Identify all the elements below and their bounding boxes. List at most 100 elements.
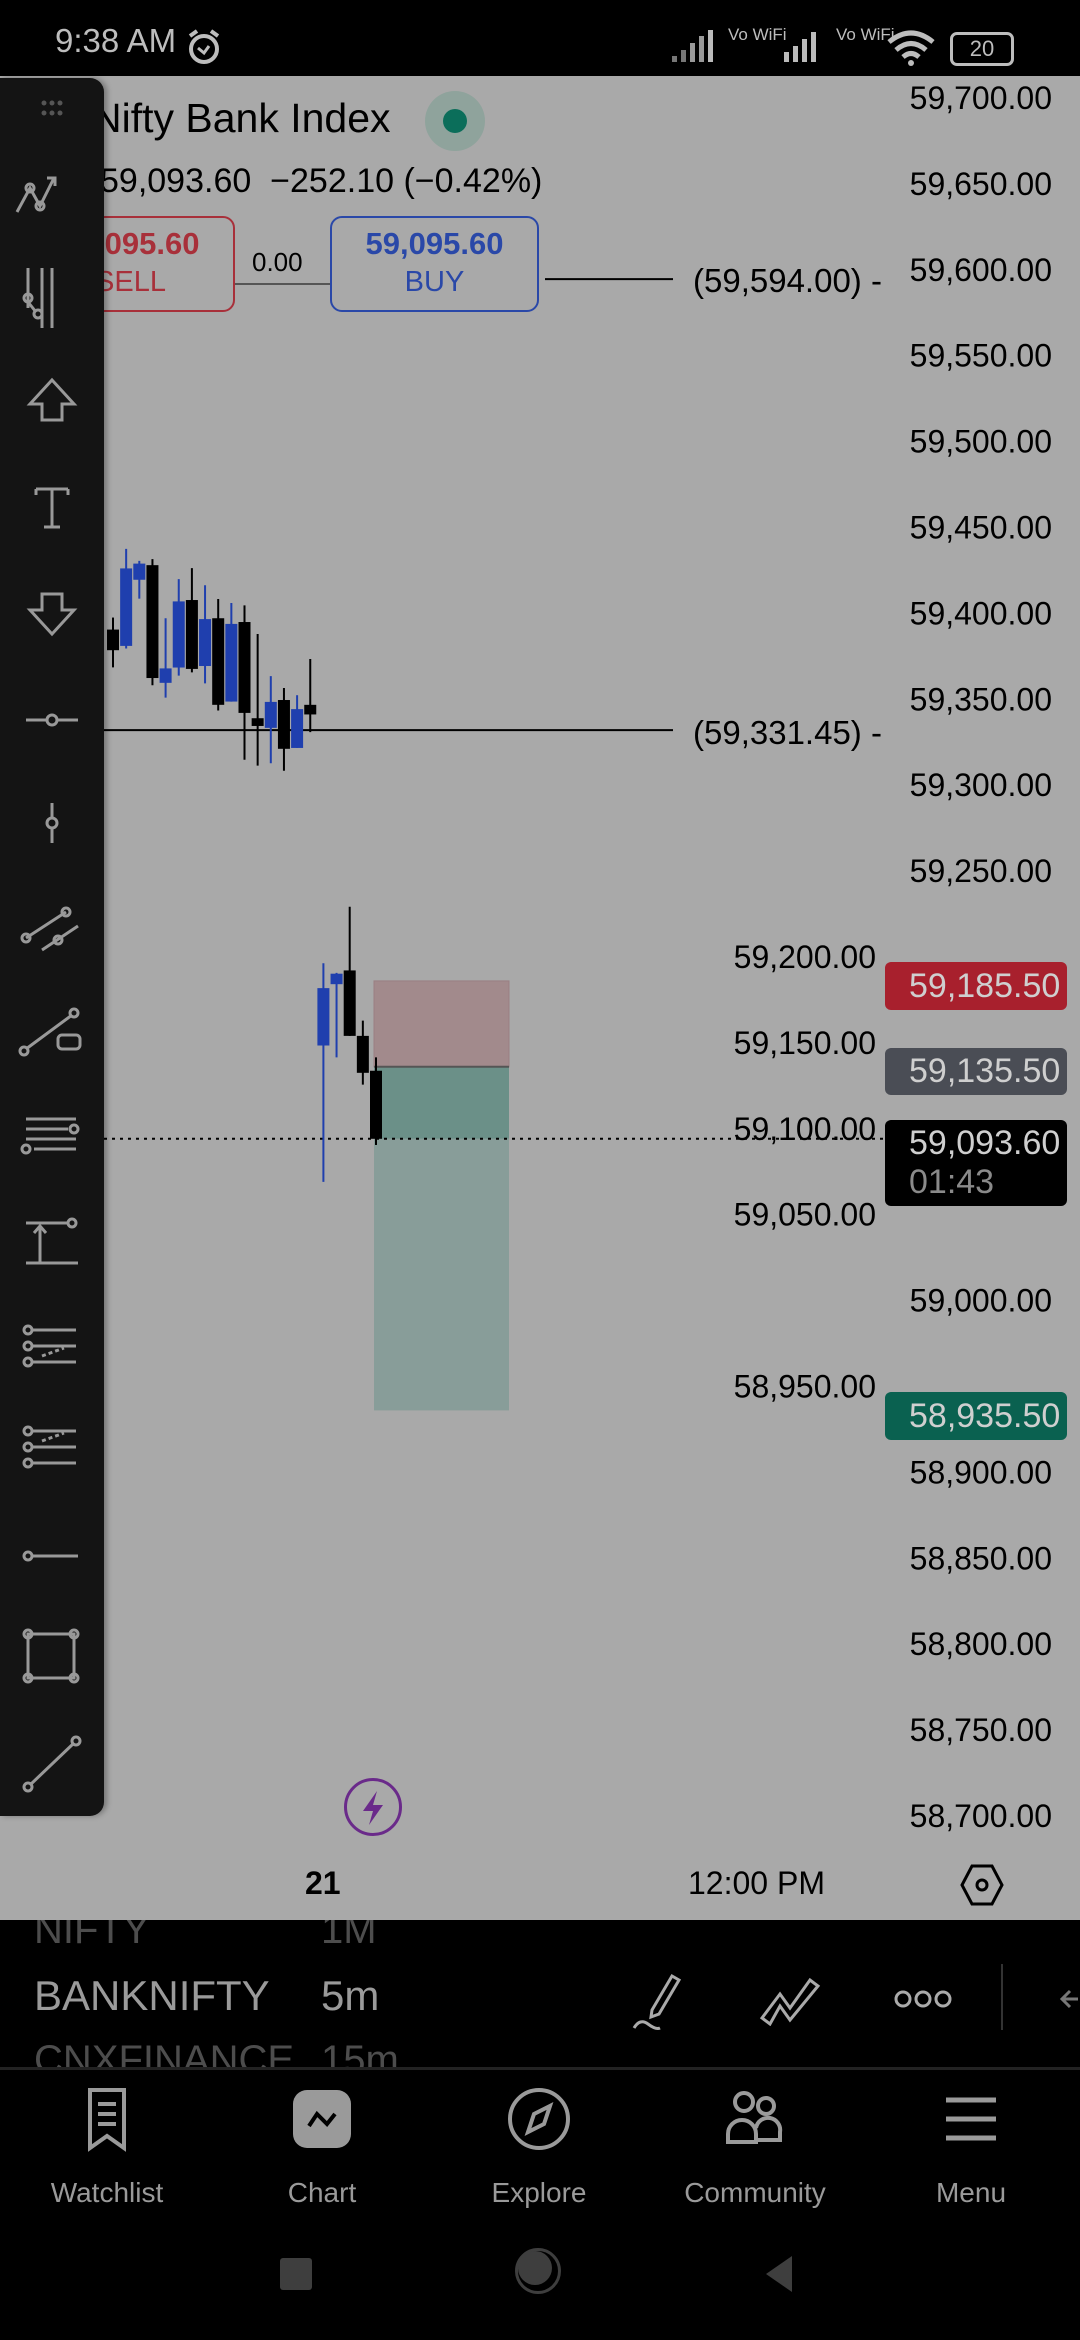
candle-body[interactable]	[277, 700, 290, 749]
price-axis-tick: 59,100.00	[734, 1111, 876, 1147]
candle-body[interactable]	[185, 600, 198, 669]
symbol-row-nifty[interactable]: NIFTY	[34, 1920, 150, 1952]
candle-body[interactable]	[330, 973, 343, 985]
compass-icon	[508, 2088, 570, 2150]
nav-community[interactable]: Community	[655, 2084, 855, 2209]
interval-row-5m[interactable]: 5m	[321, 1972, 380, 2019]
measure-tool-icon[interactable]	[12, 1201, 92, 1281]
price-axis-tick: 59,550.00	[910, 338, 1052, 374]
candle-body[interactable]	[146, 565, 159, 679]
network-1-label: Vo WiFi	[728, 25, 787, 44]
candle-body[interactable]	[172, 601, 185, 668]
candle-body[interactable]	[225, 623, 238, 702]
pitchfork-tool-icon[interactable]	[12, 258, 92, 338]
nav-watchlist[interactable]: Watchlist	[7, 2084, 207, 2209]
replay-lightning-button[interactable]	[344, 1778, 402, 1836]
horizontal-ray-tool-icon[interactable]	[12, 680, 92, 760]
candle-body[interactable]	[291, 709, 304, 748]
candle-body[interactable]	[304, 704, 317, 715]
position-stop-zone[interactable]	[373, 980, 510, 1068]
horizontal-line-label-2[interactable]: (59,331.45) -	[693, 714, 882, 751]
interval-row-15m[interactable]: 15m	[321, 2038, 399, 2070]
price-axis-tick: 59,400.00	[910, 595, 1052, 631]
more-options-icon[interactable]	[894, 1984, 952, 2014]
time-axis[interactable]: 21 12:00 PM	[0, 1850, 1080, 1920]
line-tool-icon[interactable]	[12, 1723, 92, 1803]
candle-body[interactable]	[370, 1070, 382, 1139]
lightning-icon	[363, 1791, 383, 1825]
candle-body[interactable]	[120, 568, 133, 646]
rectangle-tool-icon[interactable]	[12, 1616, 92, 1696]
drag-handle-icon[interactable]	[12, 69, 92, 149]
buy-label: BUY	[404, 266, 465, 298]
candle-body[interactable]	[343, 970, 356, 1036]
symbol-interval-picker[interactable]: NIFTY 1M BANKNIFTY 5m CNXFINANCE 15m	[0, 1920, 1080, 2070]
symbol-row-banknifty[interactable]: BANKNIFTY	[34, 1972, 270, 2019]
home-icon	[518, 2251, 552, 2285]
nav-explore[interactable]: Explore	[439, 2084, 639, 2209]
candle-body[interactable]	[133, 563, 146, 580]
price-change: −252.10 (−0.42%)	[270, 162, 543, 200]
candle-body[interactable]	[107, 629, 119, 651]
price-axis-tick: 58,700.00	[910, 1798, 1052, 1834]
horizontal-line-tool-icon[interactable]	[12, 1516, 92, 1596]
time-tick-date: 21	[305, 1865, 341, 1901]
horizontal-line-label-1[interactable]: (59,594.00) -	[693, 262, 882, 299]
back-button[interactable]	[762, 2254, 796, 2294]
trend-angle-tool-icon[interactable]	[12, 989, 92, 1069]
candle-body[interactable]	[212, 618, 225, 705]
signal-2-icon	[784, 32, 816, 62]
toolbar-divider	[1001, 1964, 1003, 2030]
position-target-zone[interactable]	[374, 1138, 509, 1411]
candlestick-chart[interactable]: 59,700.00 59,650.00 59,600.00 59,550.00 59,5…	[0, 0, 1080, 1920]
battery-icon: 20	[950, 32, 1014, 66]
settings-hex-icon[interactable]	[960, 1862, 1004, 1908]
fib-retracement-tool-icon[interactable]	[12, 1097, 92, 1177]
pencil-draw-icon[interactable]	[632, 1970, 688, 2032]
position-target-zone-filled[interactable]	[374, 1066, 509, 1139]
price-axis-tick: 59,250.00	[910, 853, 1052, 889]
parallel-channel-tool-icon[interactable]	[12, 888, 92, 968]
home-button[interactable]	[515, 2248, 561, 2294]
spread-value: 0.00	[252, 247, 303, 277]
quote-line: 59,093.60 −252.10 (−0.42%)	[100, 162, 542, 201]
nav-chart[interactable]: Chart	[222, 2084, 422, 2209]
candle-body[interactable]	[317, 988, 330, 1046]
text-tool-icon[interactable]	[12, 467, 92, 547]
short-position-tool-icon[interactable]	[12, 1407, 92, 1487]
candle-body[interactable]	[159, 668, 172, 683]
arrow-down-tool-icon[interactable]	[12, 572, 92, 652]
last-price-tag-value: 59,093.60	[909, 1124, 1061, 1162]
symbol-title[interactable]: Nifty Bank Index	[92, 95, 391, 141]
price-axis-tick: 59,650.00	[910, 166, 1052, 202]
back-arrow-icon[interactable]	[1058, 1984, 1080, 2014]
vertical-line-tool-icon[interactable]	[12, 783, 92, 863]
system-navigation-bar	[0, 2240, 1080, 2340]
last-price-tag: 59,093.60 01:43	[885, 1120, 1067, 1206]
price-axis-tick: 59,000.00	[910, 1283, 1052, 1319]
symbol-row-cnxfinance[interactable]: CNXFINANCE	[34, 2038, 295, 2070]
candle-body[interactable]	[356, 1035, 369, 1073]
price-axis-tick: 59,500.00	[910, 424, 1052, 460]
arrow-up-tool-icon[interactable]	[12, 366, 92, 446]
market-status-indicator[interactable]	[425, 91, 485, 151]
indicators-icon[interactable]	[758, 1974, 822, 2026]
price-axis-tick: 59,200.00	[734, 939, 876, 975]
candle-body[interactable]	[264, 701, 277, 728]
long-position-tool-icon[interactable]	[12, 1306, 92, 1386]
last-price: 59,093.60	[100, 162, 252, 200]
candle-body[interactable]	[251, 718, 264, 726]
watchlist-bookmark-icon	[88, 2088, 126, 2152]
interval-row-1m[interactable]: 1M	[321, 1920, 377, 1952]
buy-button[interactable]: 59,095.60 BUY	[330, 216, 539, 312]
trend-line-tool-icon[interactable]	[12, 154, 92, 234]
price-axis-tick: 58,750.00	[910, 1712, 1052, 1748]
candle-body[interactable]	[238, 622, 251, 713]
candle-body[interactable]	[199, 619, 212, 667]
nav-menu[interactable]: Menu	[871, 2084, 1071, 2209]
sell-label: SELL	[95, 266, 166, 298]
market-open-dot	[443, 109, 467, 133]
recents-button[interactable]	[280, 2258, 312, 2290]
spread-connector	[231, 283, 331, 285]
entry-price-tag: 59,135.50	[885, 1048, 1067, 1095]
